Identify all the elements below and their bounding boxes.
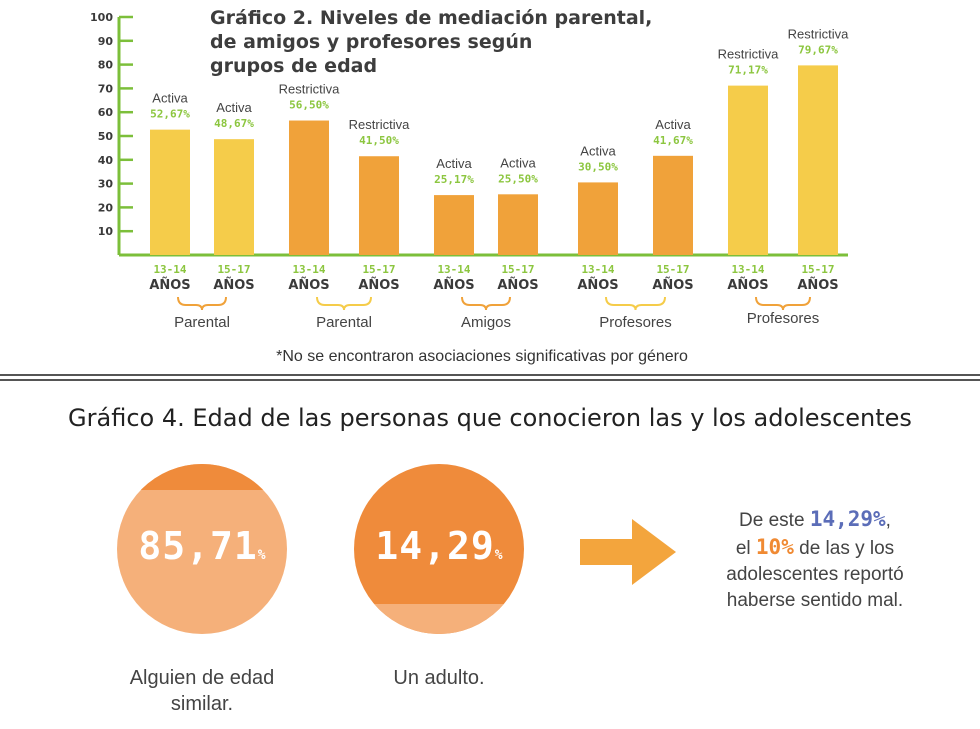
group-bracket <box>177 296 227 311</box>
x-tick-age: 15-17 <box>362 263 395 276</box>
divider-top <box>0 374 980 376</box>
bar-type-label: Activa <box>580 143 616 158</box>
chart-4-title: Gráfico 4. Edad de las personas que cono… <box>68 404 912 432</box>
bar <box>653 155 693 255</box>
bar-chart-2: Gráfico 2. Niveles de mediación parental… <box>90 7 849 365</box>
y-tick-label: 30 <box>98 178 114 191</box>
x-tick-age: 15-17 <box>501 263 534 276</box>
x-tick-age: 13-14 <box>292 263 325 276</box>
bar <box>798 65 838 255</box>
x-tick-anos: AÑOS <box>213 277 254 293</box>
x-tick-anos: AÑOS <box>497 277 538 293</box>
divider-bottom <box>0 379 980 381</box>
group-label: Parental <box>316 314 372 331</box>
x-tick-age: 13-14 <box>437 263 470 276</box>
bar-value-label: 56,50% <box>289 99 329 112</box>
y-tick-label: 10 <box>98 225 114 238</box>
bar <box>214 139 254 255</box>
x-tick-age: 13-14 <box>581 263 614 276</box>
bar-type-label: Restrictiva <box>718 47 779 62</box>
group-bracket <box>461 296 511 311</box>
bars: Activa52,67%13-14AÑOSActiva48,67%15-17AÑ… <box>149 26 849 293</box>
x-tick-anos: AÑOS <box>797 277 838 293</box>
bar-type-label: Activa <box>216 100 252 115</box>
bar <box>289 120 329 255</box>
bar-value-label: 25,17% <box>434 173 474 186</box>
x-tick-anos: AÑOS <box>577 277 618 293</box>
bar-value-label: 79,67% <box>798 43 838 56</box>
chart-title-line: grupos de edad <box>210 55 377 77</box>
arrow-icon <box>580 519 676 585</box>
note-value-orange: 10% <box>755 535 794 559</box>
pie-slice-adult: 14,29% <box>354 464 524 634</box>
group-label: Profesores <box>599 314 672 331</box>
x-tick-anos: AÑOS <box>149 277 190 293</box>
group-label: Profesores <box>747 310 820 327</box>
bar-type-label: Restrictiva <box>788 26 849 41</box>
bar-type-label: Activa <box>500 155 536 170</box>
bar-type-label: Activa <box>152 91 188 106</box>
circle-accent-bottom <box>354 604 524 634</box>
group-bracket <box>755 296 811 311</box>
y-tick-label: 80 <box>98 59 114 72</box>
bar <box>498 194 538 255</box>
y-tick-label: 40 <box>98 154 114 167</box>
x-tick-anos: AÑOS <box>652 277 693 293</box>
x-tick-age: 13-14 <box>731 263 764 276</box>
group-brackets: Parental Parental Amigos Profesores Profesor… <box>174 296 820 331</box>
bar <box>359 156 399 255</box>
bar-value-label: 48,67% <box>214 117 254 130</box>
group-label: Parental <box>174 314 230 331</box>
y-tick-label: 90 <box>98 35 114 48</box>
value-label: 85,71% <box>138 524 266 568</box>
bar-type-label: Activa <box>436 156 472 171</box>
circle-accent-top <box>117 464 287 490</box>
footnote: *No se encontraron asociaciones signific… <box>276 348 688 365</box>
x-tick-anos: AÑOS <box>433 277 474 293</box>
x-tick-age: 15-17 <box>801 263 834 276</box>
x-tick-anos: AÑOS <box>358 277 399 293</box>
group-bracket <box>605 296 666 311</box>
pie-slice-peers: 85,71% <box>117 464 287 634</box>
note-value-blue: 14,29% <box>809 507 886 531</box>
value-label: 14,29% <box>375 524 503 568</box>
bar <box>578 182 618 255</box>
note-text: De este 14,29%, el 10% de las y los adol… <box>726 507 904 611</box>
bar-value-label: 25,50% <box>498 172 538 185</box>
bar-type-label: Restrictiva <box>349 117 410 132</box>
x-tick-age: 15-17 <box>217 263 250 276</box>
bar-value-label: 52,67% <box>150 108 190 121</box>
y-tick-label: 50 <box>98 130 114 143</box>
bar-value-label: 41,50% <box>359 134 399 147</box>
bar-type-label: Activa <box>655 117 691 132</box>
bar <box>728 85 768 255</box>
y-tick-label: 70 <box>98 82 114 95</box>
group-bracket <box>316 296 372 311</box>
bar <box>434 195 474 255</box>
y-tick-label: 100 <box>90 11 113 24</box>
bar-value-label: 41,67% <box>653 134 693 147</box>
caption-peers: Alguien de edad similar. <box>129 667 275 715</box>
x-tick-anos: AÑOS <box>727 277 768 293</box>
y-tick-label: 20 <box>98 201 114 214</box>
caption-adult: Un adulto. <box>393 667 485 689</box>
bar-type-label: Restrictiva <box>279 82 340 97</box>
bar-value-label: 30,50% <box>578 160 618 173</box>
chart-title-line: de amigos y profesores según <box>210 31 532 53</box>
group-label: Amigos <box>461 314 511 331</box>
bar-value-label: 71,17% <box>728 64 768 77</box>
x-tick-age: 15-17 <box>656 263 689 276</box>
x-tick-anos: AÑOS <box>288 277 329 293</box>
y-tick-label: 60 <box>98 106 114 119</box>
x-tick-age: 13-14 <box>153 263 186 276</box>
chart-title: Gráfico 2. Niveles de mediación parental… <box>210 7 652 77</box>
chart-title-line: Gráfico 2. Niveles de mediación parental… <box>210 7 652 29</box>
bar <box>150 129 190 255</box>
